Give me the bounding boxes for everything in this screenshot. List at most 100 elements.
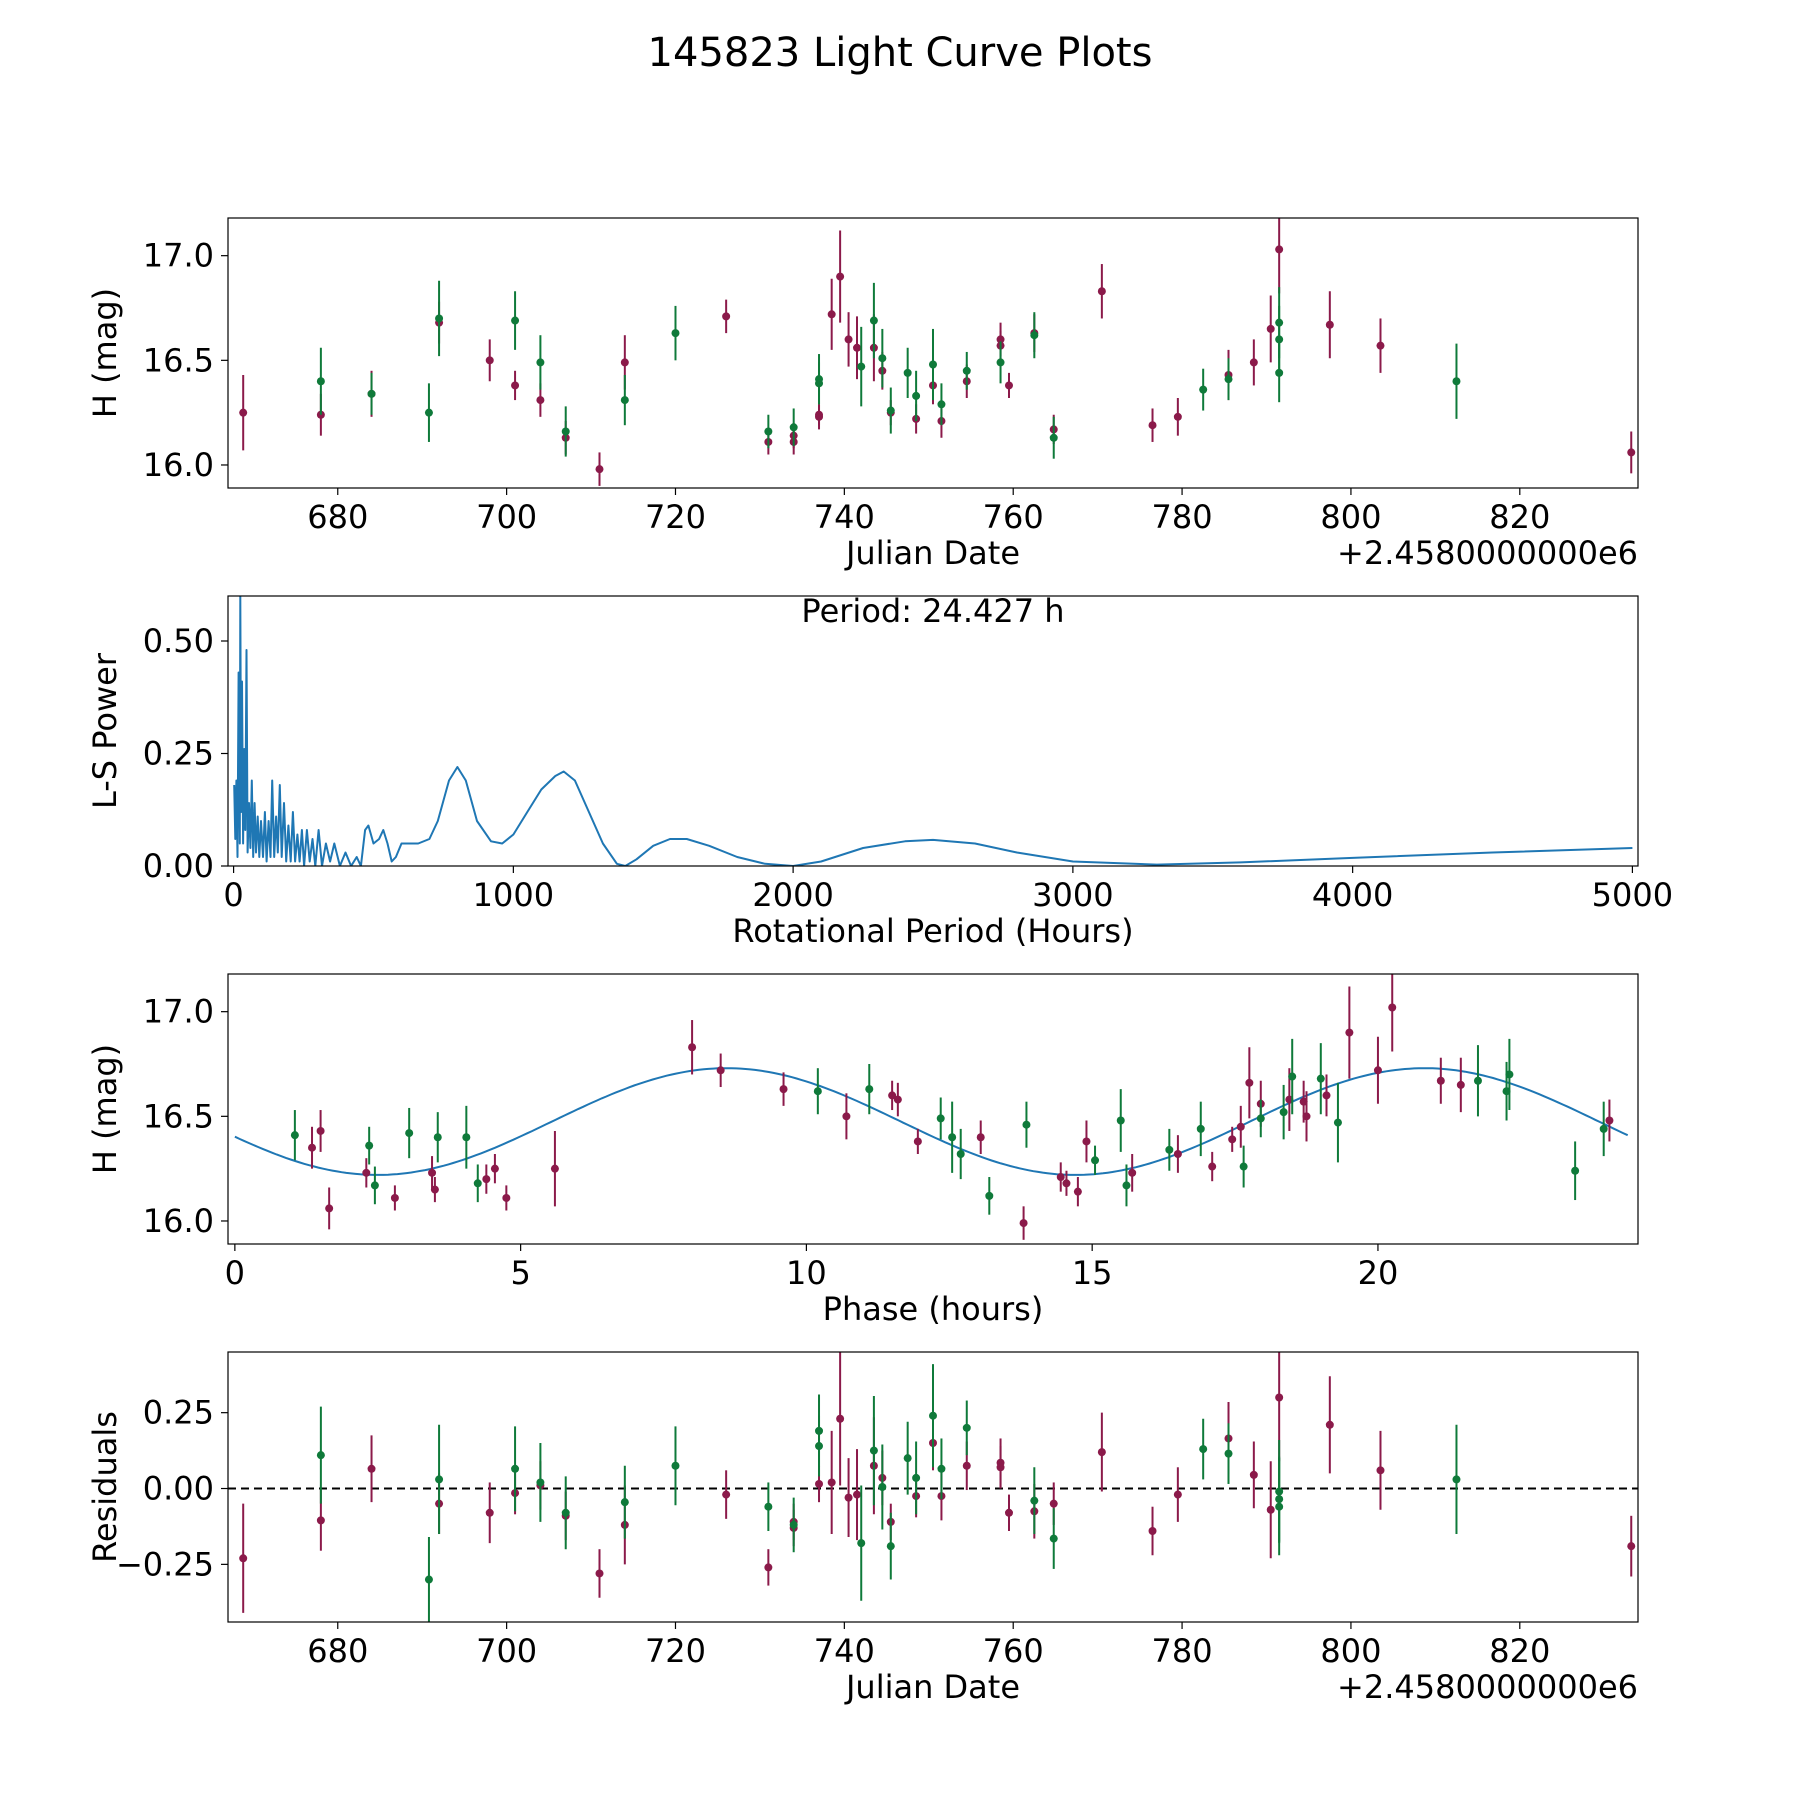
data-point [435,1475,444,1484]
x-tick-label: 760 [983,498,1044,536]
data-point [1571,1166,1580,1175]
x-axis-label: Phase (hours) [823,1290,1044,1328]
data-point [827,310,836,319]
data-point [1376,341,1385,350]
residuals-axes-frame [227,1351,1639,1623]
data-point [1097,1448,1106,1457]
data-point [913,1137,922,1146]
data-point [764,1502,773,1511]
data-point [853,343,862,352]
data-point [1275,368,1284,377]
data-point [764,1563,773,1572]
data-point [937,400,946,409]
data-point [842,1112,851,1121]
x-tick-label: 10 [786,1254,827,1292]
data-point [620,1498,629,1507]
x-tick-label: 5000 [1592,876,1673,914]
data-point [482,1175,491,1184]
y-axis-label: H (mag) [86,1044,124,1174]
data-point [878,1483,887,1491]
data-point [316,1451,325,1460]
data-point [424,1575,433,1584]
y-tick-label: 0.50 [143,622,214,660]
data-point [865,1085,874,1094]
data-point [424,408,433,417]
x-axis-label: Julian Date [844,534,1020,572]
x-tick-label: 5 [510,1254,530,1292]
data-point [1199,385,1208,394]
x-tick-label: 740 [814,498,875,536]
y-tick-label: 16.5 [143,341,214,379]
y-tick-label: 0.25 [143,1394,214,1432]
data-point [536,1478,545,1487]
data-point [362,1168,371,1177]
data-point [1249,1470,1258,1479]
data-point [1345,1028,1354,1037]
data-point [1266,324,1275,333]
y-tick-label: −0.25 [116,1545,214,1583]
data-point [1091,1156,1100,1165]
x-tick-label: 800 [1320,498,1381,536]
y-axis-label: H (mag) [86,288,124,418]
data-point [1208,1162,1217,1171]
x-tick-label: 680 [307,498,368,536]
data-point [836,272,845,281]
data-point [869,1446,878,1455]
data-point [937,1464,946,1473]
data-point [1173,1150,1182,1158]
x-tick-label: 780 [1152,1632,1213,1670]
y-tick-label: 17.0 [143,993,214,1031]
data-point [1128,1168,1137,1177]
data-point [1073,1187,1082,1196]
data-point [1196,1124,1205,1133]
data-point [1452,377,1461,386]
data-point [1627,1542,1636,1551]
x-tick-label: 780 [1152,498,1213,536]
data-point [1004,381,1013,390]
data-point [1049,1499,1058,1508]
data-point [308,1143,317,1152]
fit-curve [234,1067,1629,1176]
data-point [620,358,629,367]
period-annotation: Period: 24.427 h [801,592,1064,630]
data-point [888,1091,897,1100]
data-point [325,1204,334,1213]
x-axis-label: Julian Date [844,1668,1020,1706]
data-point [1275,1495,1284,1504]
data-point [1122,1181,1131,1190]
x-tick-label: 15 [1072,1254,1113,1292]
y-tick-label: 16.0 [143,446,214,484]
data-point [433,1133,442,1142]
data-point [929,360,937,369]
data-point [962,366,971,375]
x-tick-label: 740 [814,1632,875,1670]
data-point [473,1179,482,1188]
data-point [1316,1074,1325,1083]
data-point [912,1473,921,1482]
data-point [716,1066,725,1075]
data-point [1256,1114,1265,1123]
data-point [367,389,376,398]
data-point [239,408,248,417]
data-point [370,1181,379,1190]
data-point [886,1542,895,1551]
data-point [1019,1219,1028,1228]
data-point [1239,1162,1248,1171]
data-point [671,1461,680,1470]
x-tick-label: 820 [1489,1632,1550,1670]
data-point [956,1150,965,1158]
data-point [1236,1122,1245,1131]
data-point [878,354,887,363]
data-point [502,1193,511,1202]
data-point [1473,1076,1482,1085]
data-point [764,427,773,436]
data-point [815,1442,824,1451]
y-axis-label: L-S Power [86,652,124,809]
x-tick-label: 20 [1358,1254,1399,1292]
data-point [462,1133,471,1142]
data-point [428,1168,437,1177]
x-tick-label: 700 [476,1632,537,1670]
panel-lightcurve: 680 700 720 740 760 780 800 820 16.0 16.5 17.0 Juli… [86,217,1639,572]
data-point [405,1129,414,1138]
data-point [1627,448,1636,457]
